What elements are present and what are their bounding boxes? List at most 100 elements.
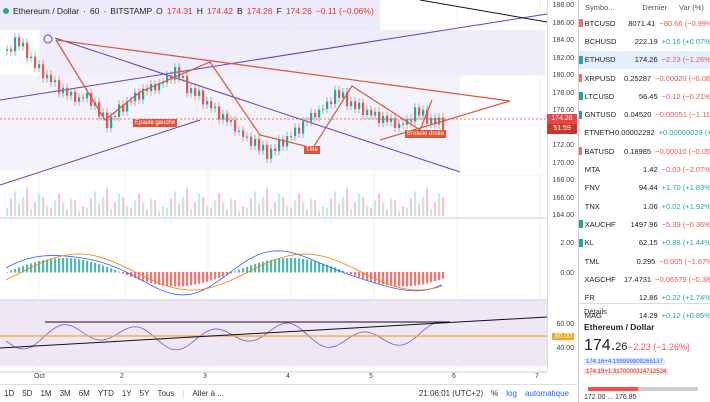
macd-bar <box>150 272 153 284</box>
candle-body <box>318 109 321 118</box>
candle-body <box>34 56 37 68</box>
candle-body <box>270 148 273 159</box>
col-change[interactable]: Var (%) <box>679 2 704 12</box>
candle-body <box>154 84 157 91</box>
watchlist-row[interactable]: LTCUSD 56.45 −0.12 (−0.21%) <box>579 87 710 105</box>
candle-body <box>362 102 365 115</box>
watchlist-row[interactable]: GNTUSD 0.04520−0.00051 (−1.11%) <box>579 105 710 123</box>
macd-bar <box>62 258 65 273</box>
range-3m[interactable]: 3M <box>59 389 71 398</box>
percent-toggle[interactable]: % <box>491 389 499 398</box>
watchlist-symbol: LTCUSD <box>584 91 615 101</box>
range-5d[interactable]: 5D <box>22 389 33 398</box>
range-all[interactable]: Tous <box>157 389 175 398</box>
interval-label[interactable]: 60 <box>89 6 100 16</box>
candle-body <box>326 101 329 109</box>
watchlist-row[interactable]: MTA 1.42 −0.03 (−2.07%) <box>579 160 710 178</box>
watchlist-row[interactable]: TNX 1.06 +0.02 (+1.92%) <box>579 197 710 215</box>
range-ytd[interactable]: YTD <box>97 389 114 398</box>
candle-body <box>82 97 85 99</box>
candle-body <box>262 144 265 151</box>
watchlist-row[interactable]: MAG 14.29 +0.12 (+0.85%) <box>579 307 710 325</box>
neckline <box>379 100 511 141</box>
annotation-right-shoulder[interactable]: Bretelle droite <box>405 130 447 138</box>
watchlist-row[interactable]: XAUCHF 1497.96 −5.39 (−0.36%) <box>579 215 710 233</box>
range-1y[interactable]: 1Y <box>121 389 132 398</box>
details-symbol-name: Ethereum / Dollar <box>584 322 655 332</box>
macd-bar <box>350 272 353 275</box>
macd-bar <box>126 272 129 276</box>
volume-bar <box>414 191 417 216</box>
candle-body <box>162 82 165 84</box>
auto-toggle[interactable]: automatique <box>524 389 569 398</box>
watchlist-row[interactable]: BATUSD 0.18985−0.00010 (−0.05%) <box>579 142 710 160</box>
macd-tick-label: 0.00 <box>560 270 574 277</box>
candle-body <box>202 90 205 105</box>
watchlist-row[interactable]: XRPUSD 0.25287−0.00020 (−0.08%) <box>579 69 710 87</box>
clock-label[interactable]: 21:06:01 (UTC+2) <box>418 389 484 398</box>
candle-body <box>266 144 269 159</box>
watchlist-row[interactable]: FR 12.86 +0.22 (+1.74%) <box>579 288 710 306</box>
volume-bar <box>82 205 85 216</box>
annotation-left-shoulder[interactable]: Épaule gauche <box>133 119 178 127</box>
candle-body <box>166 75 169 83</box>
watchlist-row[interactable]: BTCUSD 8071.41 −80.66 (−0.99%) <box>579 14 710 32</box>
candle-body <box>346 92 349 107</box>
watchlist-row[interactable]: KL 62.15 +0.88 (+1.44%) <box>579 234 710 252</box>
range-1d[interactable]: 1D <box>4 389 15 398</box>
candle-body <box>42 64 45 79</box>
watchlist-change: +1.70 (+1.83%) <box>661 183 710 193</box>
range-5y[interactable]: 5Y <box>139 389 150 398</box>
flag-marker-icon <box>579 238 583 247</box>
volume-bar <box>210 207 213 216</box>
macd-bar <box>330 266 333 273</box>
watchlist-row[interactable]: ETHUSD 174.26 −2.23 (−1.26%) <box>579 50 710 69</box>
log-toggle[interactable]: log <box>506 389 517 398</box>
col-last[interactable]: Dernier <box>642 2 667 12</box>
details-title[interactable]: Détails <box>578 303 710 317</box>
volume-bar <box>146 209 149 216</box>
watchlist-row[interactable]: TML 0.295 −0.005 (−1.67%) <box>579 252 710 270</box>
col-symbol[interactable]: Symbo... <box>585 2 615 12</box>
exchange-label: BITSTAMP <box>110 6 153 16</box>
watchlist-last: 17.4731 <box>623 274 652 284</box>
watchlist-row[interactable]: XAGCHF 17.4731−0.06579 (−0.38%) <box>579 270 710 288</box>
volume-bar <box>358 193 361 216</box>
macd-bar <box>70 258 73 273</box>
symbol-title[interactable]: Ethereum / Dollar <box>13 6 80 16</box>
annotation-head[interactable]: Tête <box>304 146 321 154</box>
goto-date-button[interactable]: Aller à ... <box>192 389 224 398</box>
macd-bar <box>266 260 269 273</box>
watchlist-change: −5.39 (−0.36%) <box>661 219 710 229</box>
price-axis[interactable]: 188.00 186.00 184.00 182.00 180.00 178.00 176.… <box>547 0 577 372</box>
price-tick-label: 170.00 <box>552 159 574 167</box>
details-change: −2.23 (−1.26%) <box>628 342 691 352</box>
price-tick-label: 182.00 <box>552 54 574 62</box>
time-tick-label: 3 <box>203 373 207 380</box>
watchlist-symbol: BTCUSD <box>584 18 616 28</box>
day-range-fill <box>588 387 638 391</box>
watchlist-symbol: FR <box>584 293 595 303</box>
rsi-line <box>5 321 443 351</box>
range-1m[interactable]: 1M <box>40 389 52 398</box>
time-tick-label: 2 <box>120 373 124 380</box>
candle-body <box>390 118 393 122</box>
candle-body <box>118 104 121 117</box>
candle-body <box>78 97 81 102</box>
chart-canvas[interactable] <box>0 0 547 384</box>
flag-marker-icon <box>579 275 582 283</box>
candle-body <box>190 88 193 94</box>
watchlist-row[interactable]: FNV 94.44 +1.70 (+1.83%) <box>579 179 710 197</box>
volume-bar <box>422 196 425 216</box>
watchlist-change: +0.12 (+0.85%) <box>661 311 710 321</box>
macd-bar <box>414 272 417 286</box>
watchlist-row[interactable]: BCHUSD 222.19 +0.16 (+0.07%) <box>579 32 710 50</box>
volume-bar <box>114 202 117 216</box>
day-range-bar <box>588 387 698 391</box>
volume-bar <box>250 198 253 216</box>
range-6m[interactable]: 6M <box>78 389 90 398</box>
chart-area[interactable]: Ethereum / Dollar · 60 · BITSTAMP O 174.3… <box>0 0 577 402</box>
candle-body <box>302 121 305 134</box>
candle-body <box>294 127 297 137</box>
